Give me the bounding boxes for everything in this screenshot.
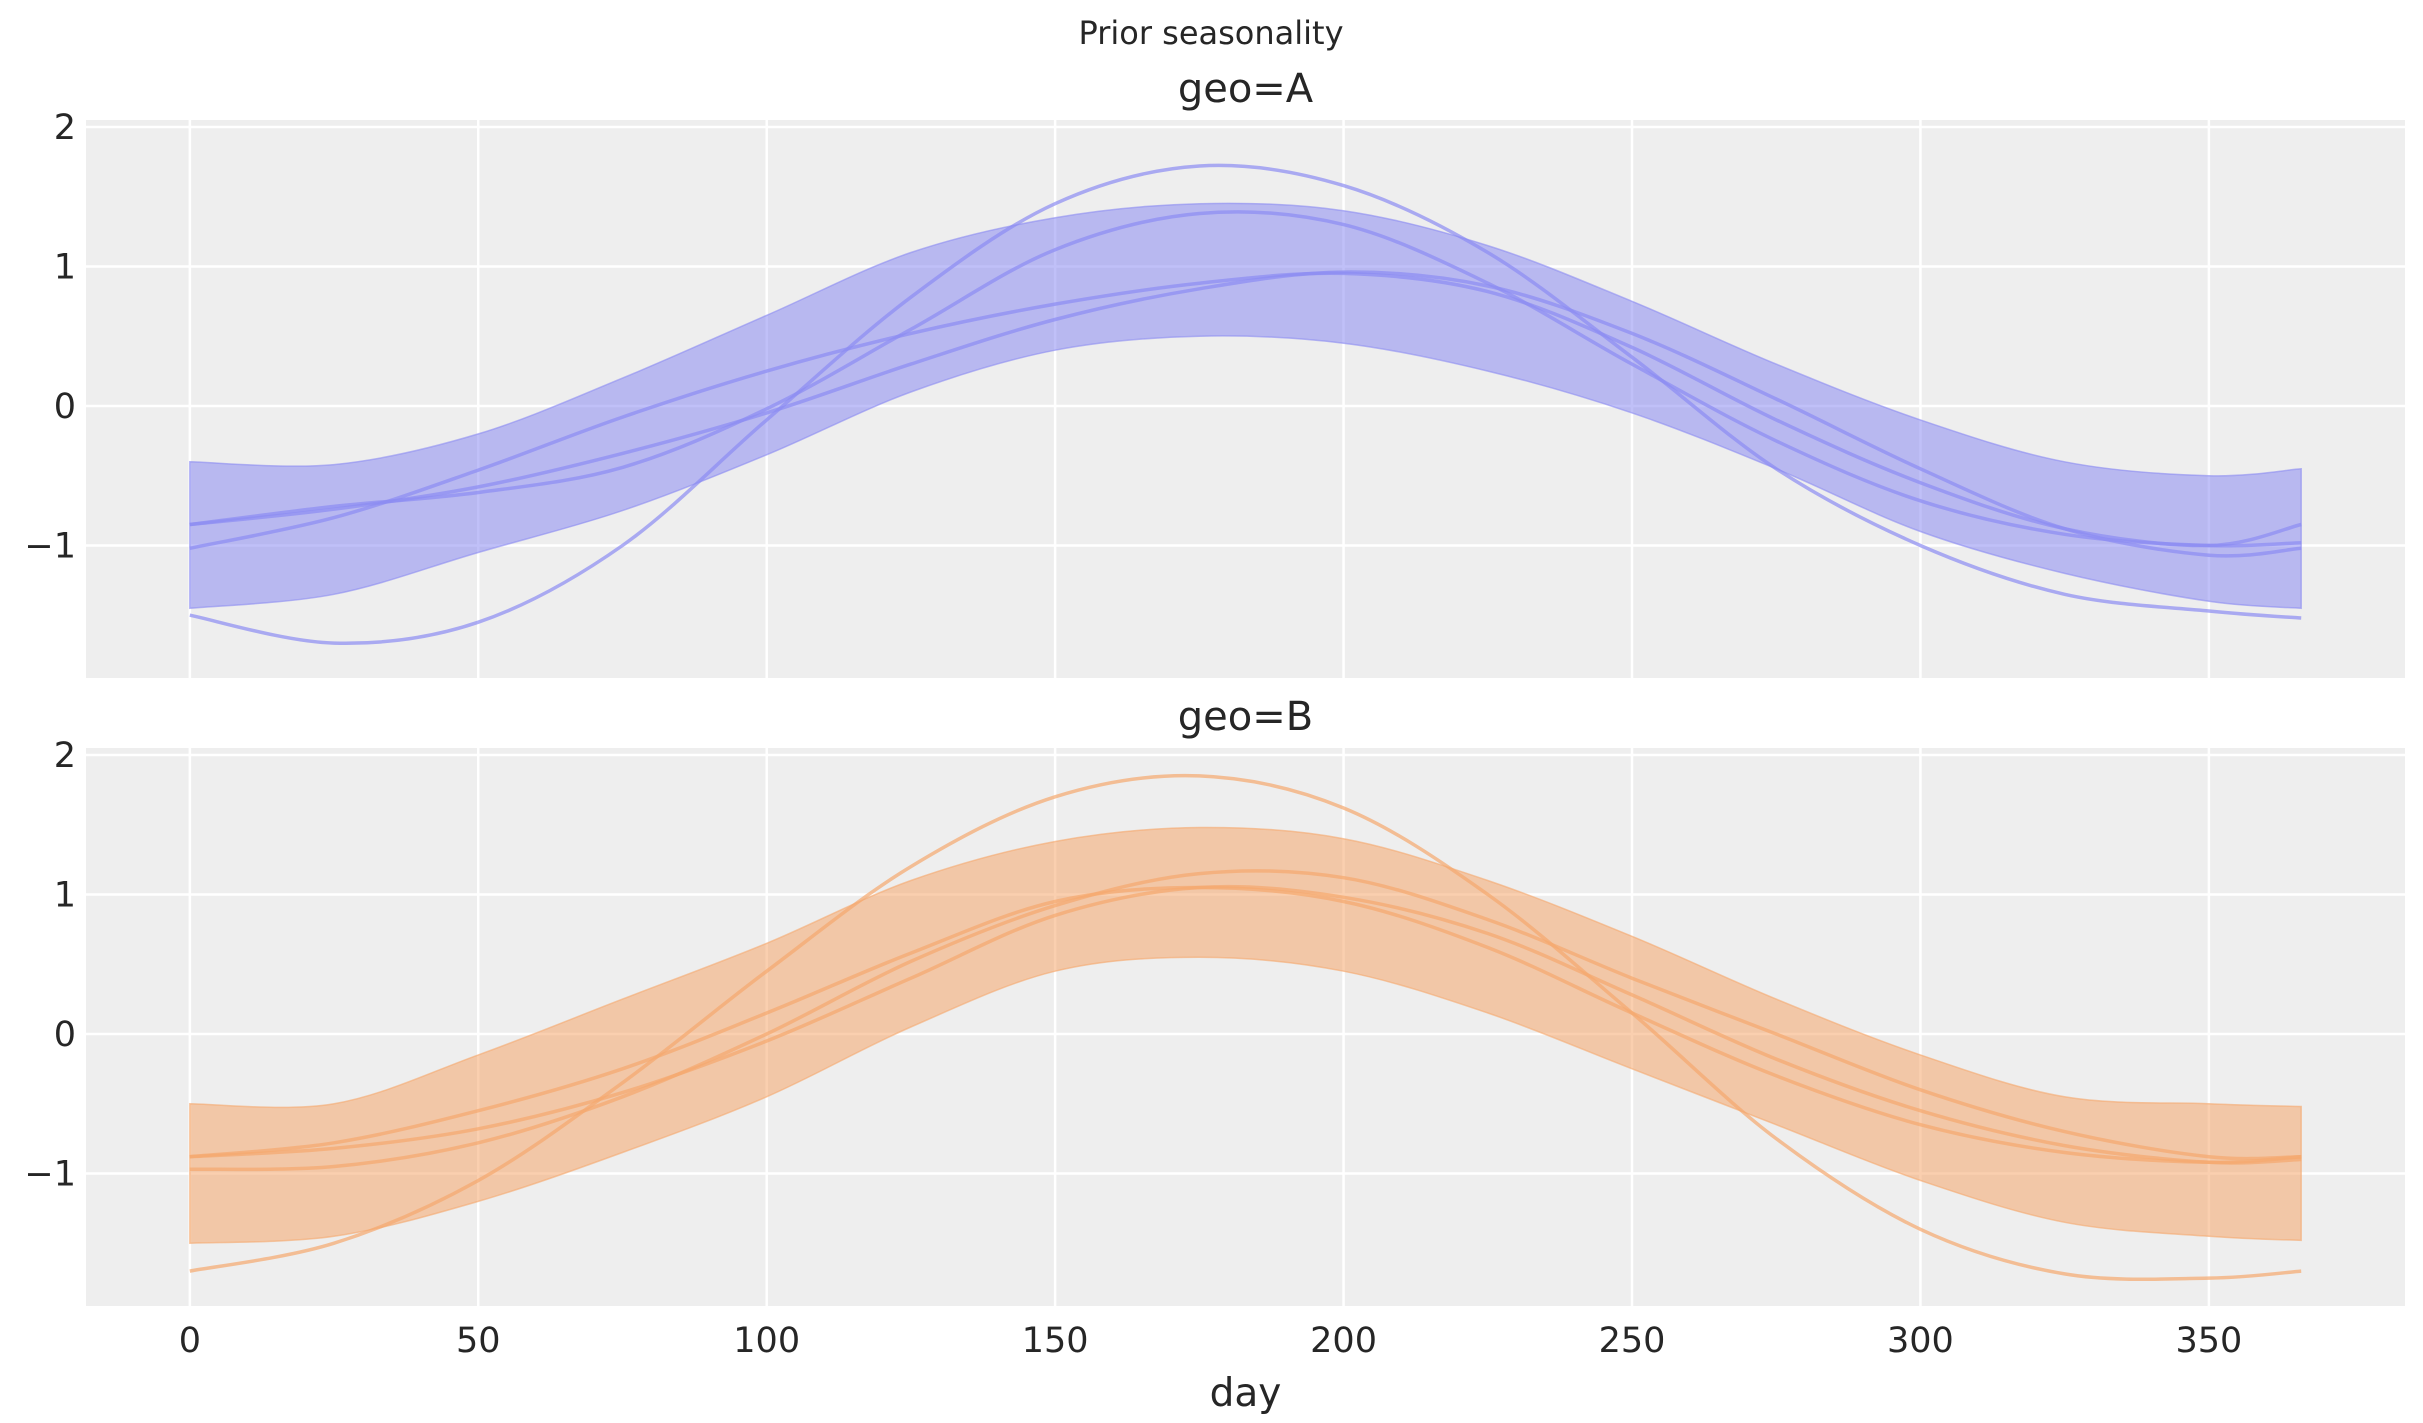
x-tick-label: 0 (179, 1321, 201, 1361)
x-tick-label: 250 (1599, 1321, 1666, 1361)
y-tick-label: 0 (54, 1015, 76, 1055)
panel-title: geo=B (1178, 694, 1313, 740)
y-tick-label: 2 (54, 108, 76, 148)
x-tick-label: 200 (1310, 1321, 1377, 1361)
y-tick-label: 2 (54, 736, 76, 776)
hdi-band (189, 826, 2302, 1244)
panel-geo-a: −1 0 1 2 geo=A (24, 66, 2405, 678)
y-tick-label: 1 (54, 247, 76, 287)
x-tick-label: 300 (1887, 1321, 1954, 1361)
y-tick-label: 1 (54, 875, 76, 915)
x-tick-label: 50 (456, 1321, 501, 1361)
y-tick-label: −1 (24, 1154, 76, 1194)
x-tick-label: 150 (1022, 1321, 1089, 1361)
prior-sample-line-1 (189, 270, 2302, 558)
y-tick-label: 0 (54, 387, 76, 427)
prior-sample-line-2 (189, 271, 2302, 551)
panel-geo-b: −1 0 1 2 0 50 100 150 200 250 300 350 geo=B day (24, 694, 2405, 1416)
prior-sample-line-3 (189, 773, 2302, 1282)
prior-sample-line-1 (189, 884, 2302, 1165)
prior-sample-line-3 (189, 163, 2302, 646)
figure-suptitle: Prior seasonality (1078, 14, 1343, 52)
x-axis-label: day (1210, 1371, 1282, 1416)
prior-sample-line-2 (189, 869, 2302, 1172)
prior-sample-line-4 (189, 210, 2302, 548)
panel-title: geo=A (1178, 66, 1314, 112)
prior-sample-line-4 (189, 885, 2302, 1165)
y-tick-label: −1 (24, 526, 76, 566)
x-tick-label: 100 (733, 1321, 800, 1361)
hdi-band (189, 202, 2302, 610)
x-tick-label: 350 (2175, 1321, 2242, 1361)
